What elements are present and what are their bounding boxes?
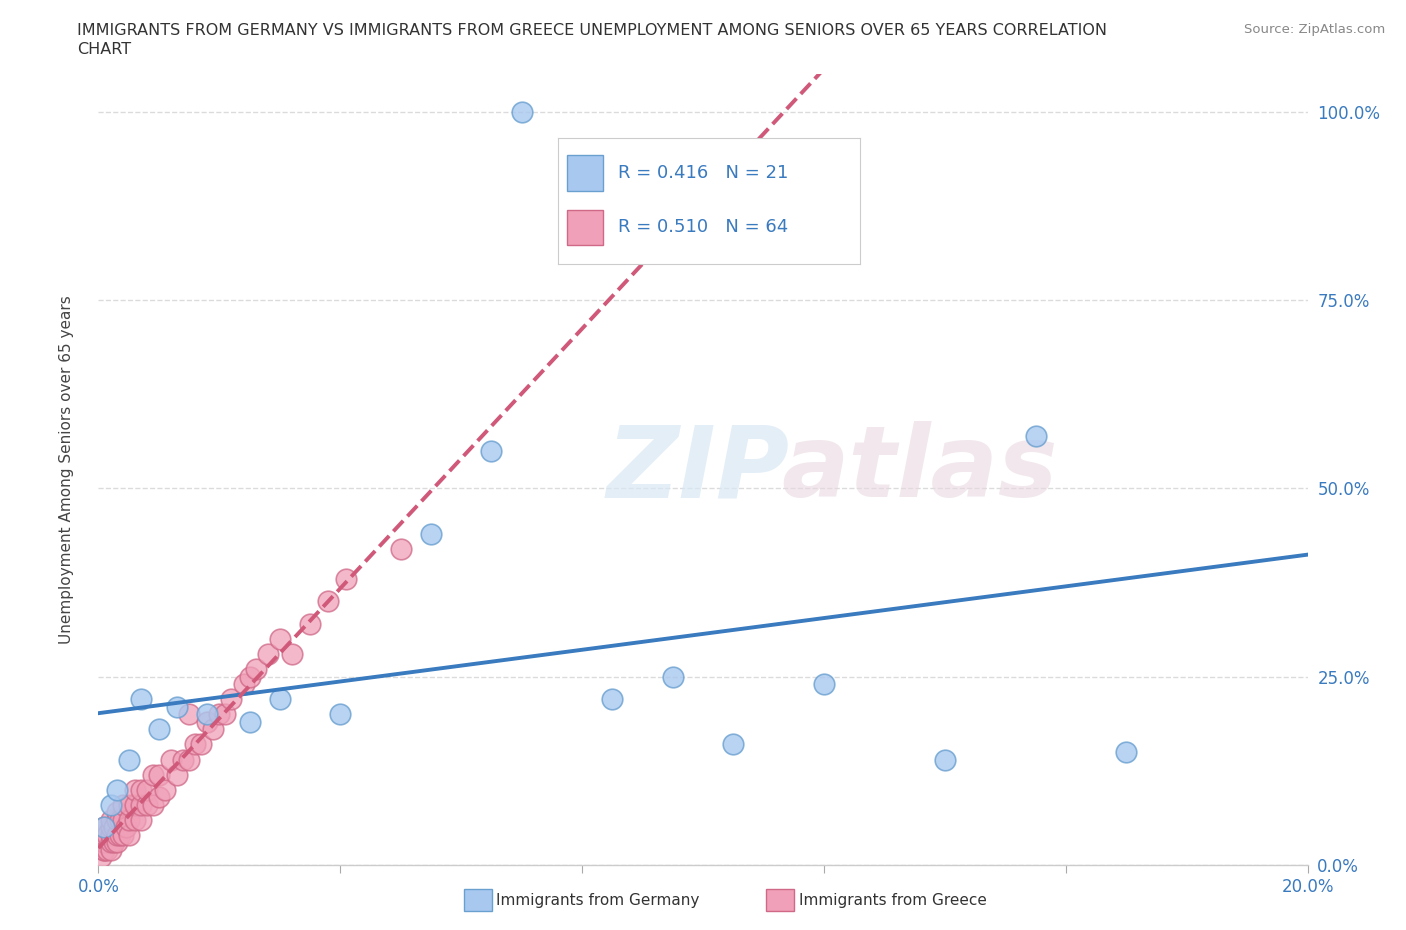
Point <box>100 843 122 857</box>
Point <box>184 737 207 751</box>
Text: atlas: atlas <box>782 421 1059 518</box>
Point <box>245 662 267 677</box>
Text: Immigrants from Greece: Immigrants from Greece <box>799 893 987 908</box>
Point <box>335 571 357 586</box>
Point <box>129 692 152 707</box>
Point <box>148 722 170 737</box>
Point <box>208 707 231 722</box>
Point <box>256 646 278 661</box>
Text: ZIP: ZIP <box>606 421 789 518</box>
Point <box>100 812 122 827</box>
Point <box>100 828 122 843</box>
Point <box>166 699 188 714</box>
Point <box>105 812 128 827</box>
Point <box>103 820 125 835</box>
Point <box>111 797 134 812</box>
Y-axis label: Unemployment Among Seniors over 65 years: Unemployment Among Seniors over 65 years <box>59 296 75 644</box>
Point <box>111 828 134 843</box>
Point <box>124 782 146 797</box>
Point <box>118 752 141 767</box>
Point <box>90 850 112 865</box>
Point <box>179 752 201 767</box>
Point <box>299 617 322 631</box>
Point <box>93 828 115 843</box>
Point <box>100 820 122 835</box>
Point <box>420 526 443 541</box>
Point <box>389 541 412 556</box>
Point <box>202 722 225 737</box>
Point <box>281 646 304 661</box>
Point <box>148 767 170 782</box>
Point <box>105 782 128 797</box>
Point <box>813 677 835 692</box>
Point <box>166 767 188 782</box>
Point <box>190 737 212 751</box>
Point <box>96 828 118 843</box>
Text: Immigrants from Germany: Immigrants from Germany <box>496 893 700 908</box>
Point <box>153 782 176 797</box>
Point <box>96 843 118 857</box>
Point <box>602 692 624 707</box>
Point <box>481 444 503 458</box>
Point <box>135 797 157 812</box>
Point <box>111 812 134 827</box>
Point <box>142 797 165 812</box>
Point <box>148 790 170 804</box>
Point <box>723 737 745 751</box>
Point <box>510 104 533 119</box>
Point <box>100 797 122 812</box>
Point <box>221 692 243 707</box>
Point <box>239 670 262 684</box>
Point <box>316 594 339 609</box>
Point <box>108 828 131 843</box>
Text: Source: ZipAtlas.com: Source: ZipAtlas.com <box>1244 23 1385 36</box>
Point <box>103 835 125 850</box>
Point <box>93 843 115 857</box>
Point <box>214 707 236 722</box>
Point <box>269 692 291 707</box>
Point <box>135 782 157 797</box>
Point <box>124 812 146 827</box>
Point <box>100 835 122 850</box>
Point <box>118 812 141 827</box>
Point <box>93 835 115 850</box>
Point <box>329 707 352 722</box>
Point <box>105 828 128 843</box>
Point <box>105 835 128 850</box>
Point <box>160 752 183 767</box>
Point <box>108 812 131 827</box>
Text: CHART: CHART <box>77 42 131 57</box>
Point <box>93 843 115 857</box>
Point <box>93 820 115 835</box>
Point <box>179 707 201 722</box>
Point <box>105 804 128 819</box>
Point <box>195 714 218 729</box>
Point <box>142 767 165 782</box>
Point <box>93 835 115 850</box>
Point <box>172 752 194 767</box>
Point <box>239 714 262 729</box>
Point <box>195 707 218 722</box>
Point <box>118 797 141 812</box>
Point <box>129 812 152 827</box>
Point <box>93 820 115 835</box>
Point <box>129 782 152 797</box>
Point <box>1024 429 1046 444</box>
Text: IMMIGRANTS FROM GERMANY VS IMMIGRANTS FROM GREECE UNEMPLOYMENT AMONG SENIORS OVE: IMMIGRANTS FROM GERMANY VS IMMIGRANTS FR… <box>77 23 1108 38</box>
Point <box>269 631 291 646</box>
Point <box>934 752 956 767</box>
Point <box>129 797 152 812</box>
Point <box>1115 745 1137 760</box>
Point <box>114 820 136 835</box>
Point <box>124 797 146 812</box>
Point <box>118 828 141 843</box>
Point <box>232 677 254 692</box>
Point <box>661 670 683 684</box>
